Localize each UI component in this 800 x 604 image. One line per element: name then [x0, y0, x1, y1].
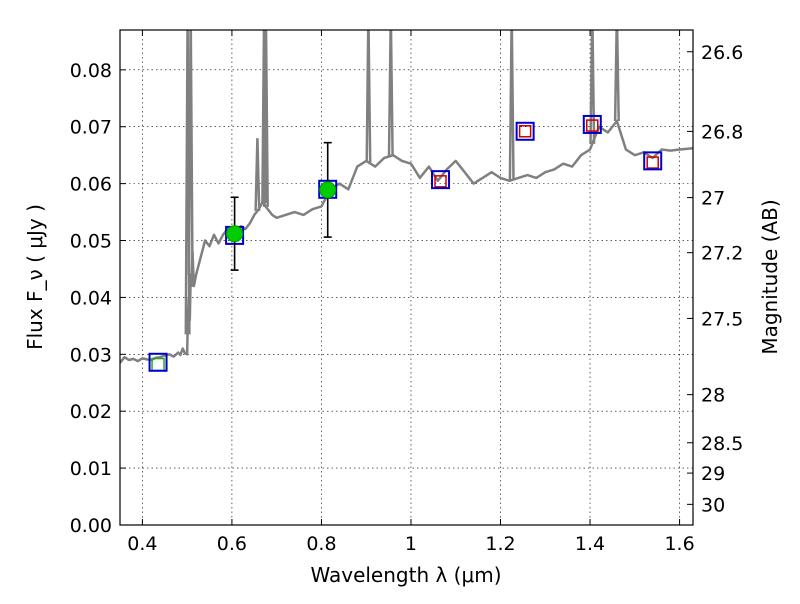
y-tick-label: 0.02	[70, 401, 112, 423]
x-tick-label: 1.4	[575, 533, 605, 555]
y-right-tick-label: 28	[701, 385, 725, 407]
y-tick-label: 0.01	[70, 458, 112, 480]
model-spectrum-line	[120, 119, 693, 364]
x-tick-label: 1.6	[664, 533, 694, 555]
emission-line	[508, 30, 515, 181]
y-right-tick-label: 26.6	[701, 42, 743, 64]
model-photometry-marker	[431, 170, 451, 190]
y-tick-label: 0.04	[70, 287, 112, 309]
axes-ticks: 0.4 0.6 0.8 1 1.2 1.4 1.6 0.00 0.01 0.02 0.03 0.04 0…	[70, 30, 743, 555]
upper-limit-marker	[434, 175, 447, 188]
emission-line	[262, 30, 269, 207]
y-right-tick-label: 27.2	[701, 243, 743, 265]
emission-line	[613, 30, 620, 122]
y-right-tick-label: 28.5	[701, 433, 743, 455]
upper-limit-marker	[518, 125, 532, 138]
y-right-tick-label: 26.8	[701, 121, 743, 143]
plot-frame	[119, 29, 694, 526]
model-photometry-marker	[148, 352, 168, 372]
emission-line	[254, 138, 261, 211]
y-right-tick-label: 30	[701, 494, 725, 516]
x-tick-label: 0.8	[306, 533, 336, 555]
x-tick-label: 0.6	[217, 533, 247, 555]
x-tick-label: 1	[405, 533, 417, 555]
y-tick-label: 0.05	[70, 231, 112, 253]
y-right-tick-label: 27	[701, 188, 725, 210]
model-photometry-marker	[643, 151, 663, 171]
emission-line	[187, 30, 194, 275]
x-tick-label: 0.4	[127, 533, 157, 555]
y-tick-label: 0.06	[70, 174, 112, 196]
y-tick-label: 0.03	[70, 344, 112, 366]
y-right-tick-label: 29	[701, 463, 725, 485]
emission-line	[589, 30, 596, 144]
emission-line	[387, 30, 394, 156]
model-photometry-marker	[582, 114, 602, 134]
y-tick-label: 0.07	[70, 117, 112, 139]
y-tick-label: 0.00	[70, 515, 112, 537]
plot-area	[120, 30, 693, 372]
upper-limit-marker	[586, 119, 599, 132]
observed-point	[319, 181, 337, 199]
y-axis-right-title: Magnitude (AB)	[758, 199, 782, 354]
emission-line	[365, 30, 372, 163]
y-tick-label: 0.08	[70, 60, 112, 82]
x-tick-label: 1.2	[485, 533, 515, 555]
y-right-tick-label: 27.5	[701, 308, 743, 330]
model-photometry-marker	[515, 121, 535, 141]
x-axis-title: Wavelength λ (μm)	[310, 563, 501, 587]
y-axis-title: Flux F_ν ( μJy )	[23, 204, 47, 350]
upper-limit-marker	[646, 156, 659, 169]
observed-point	[226, 225, 244, 243]
